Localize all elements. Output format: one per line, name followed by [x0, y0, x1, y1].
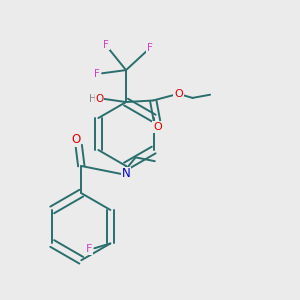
Text: O: O [71, 133, 80, 146]
Text: F: F [147, 43, 153, 53]
Text: O: O [95, 94, 104, 104]
Text: F: F [85, 244, 92, 254]
Text: O: O [174, 89, 183, 99]
Text: O: O [153, 122, 162, 132]
Text: F: F [94, 69, 100, 79]
Text: N: N [122, 167, 130, 181]
Text: H: H [88, 94, 96, 104]
Text: F: F [103, 40, 109, 50]
